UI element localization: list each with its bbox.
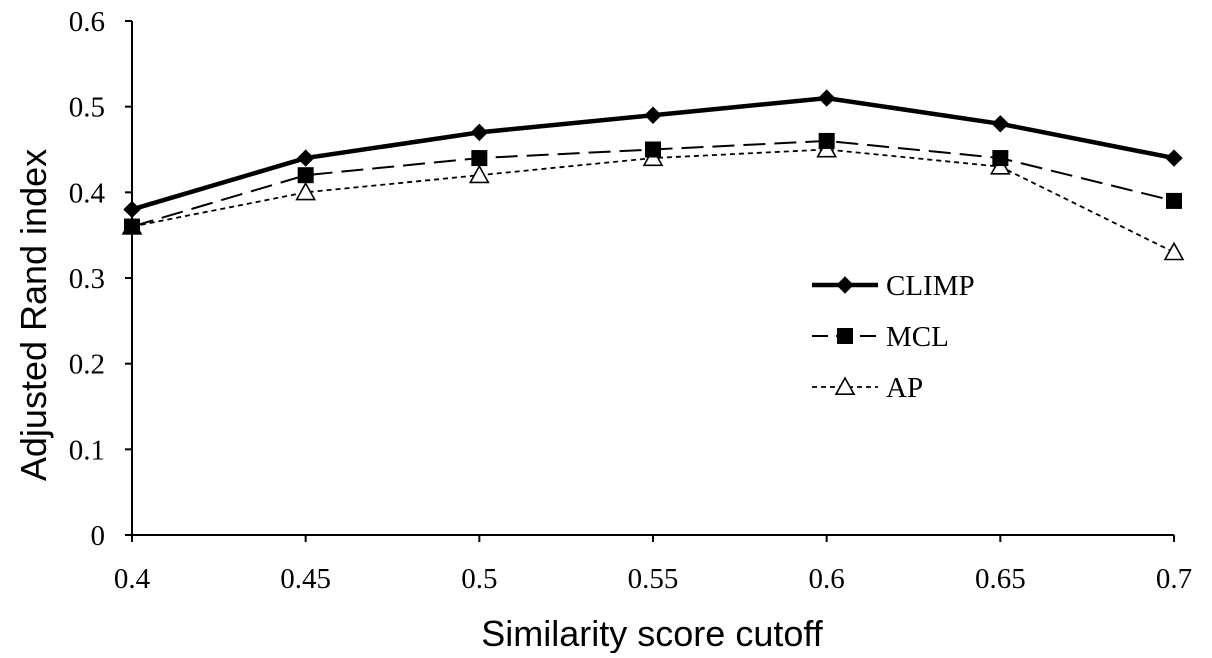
y-tick-label: 0.5 — [69, 92, 105, 124]
x-tick-label: 0.4 — [114, 563, 151, 595]
data-point-climp — [644, 106, 662, 124]
x-tick-label: 0.55 — [628, 563, 679, 595]
data-point-climp — [991, 115, 1010, 133]
x-tick-label: 0.65 — [975, 563, 1026, 595]
legend-item-climp: CLIMP — [812, 270, 975, 302]
tick-labels: 0 0.1 0.2 0.3 0.4 0.5 0.6 0.4 0.45 0.5 0.55 0.6 0.65… — [69, 6, 1192, 595]
y-tick-label: 0.3 — [69, 263, 105, 295]
legend-label-mcl: MCL — [886, 321, 949, 353]
series-ap — [121, 138, 1185, 261]
legend-item-mcl: MCL — [812, 321, 949, 353]
data-point-climp — [470, 123, 489, 142]
x-axis-label: Similarity score cutoff — [481, 613, 823, 653]
data-point-climp — [1165, 149, 1183, 167]
data-point-mcl — [471, 150, 488, 167]
data-point-mcl — [297, 167, 314, 184]
legend-item-ap: AP — [812, 372, 923, 404]
x-tick-label: 0.6 — [809, 563, 845, 595]
y-tick-label: 0.1 — [69, 434, 105, 466]
legend-marker-climp — [836, 276, 854, 294]
y-tick-label: 0.4 — [69, 177, 106, 209]
legend: CLIMP MCL AP — [812, 270, 975, 404]
y-axis-label: Adjusted Rand index — [13, 149, 54, 481]
data-point-climp — [123, 200, 141, 219]
legend-marker-ap — [834, 376, 856, 396]
data-point-climp — [296, 149, 315, 167]
legend-label-ap: AP — [886, 372, 923, 404]
series-climp — [123, 89, 1183, 219]
x-tick-label: 0.5 — [461, 563, 497, 595]
y-tick-label: 0 — [91, 520, 106, 552]
y-tick-label: 0.6 — [69, 6, 105, 38]
legend-label-climp: CLIMP — [886, 270, 975, 302]
series-mcl — [124, 132, 1182, 235]
axes — [125, 20, 1175, 542]
y-tick-label: 0.2 — [69, 349, 105, 381]
series-lines — [121, 89, 1185, 261]
legend-marker-mcl — [837, 328, 853, 344]
x-tick-label: 0.45 — [280, 563, 331, 595]
data-point-mcl — [1166, 192, 1182, 209]
data-point-mcl — [645, 141, 661, 158]
data-point-ap — [1163, 241, 1185, 261]
data-point-climp — [817, 89, 836, 107]
data-point-mcl — [992, 150, 1009, 167]
x-tick-label: 0.7 — [1156, 563, 1192, 595]
data-point-mcl — [818, 132, 835, 149]
data-point-ap — [295, 181, 317, 201]
data-point-mcl — [124, 218, 140, 235]
data-point-ap — [468, 164, 490, 184]
